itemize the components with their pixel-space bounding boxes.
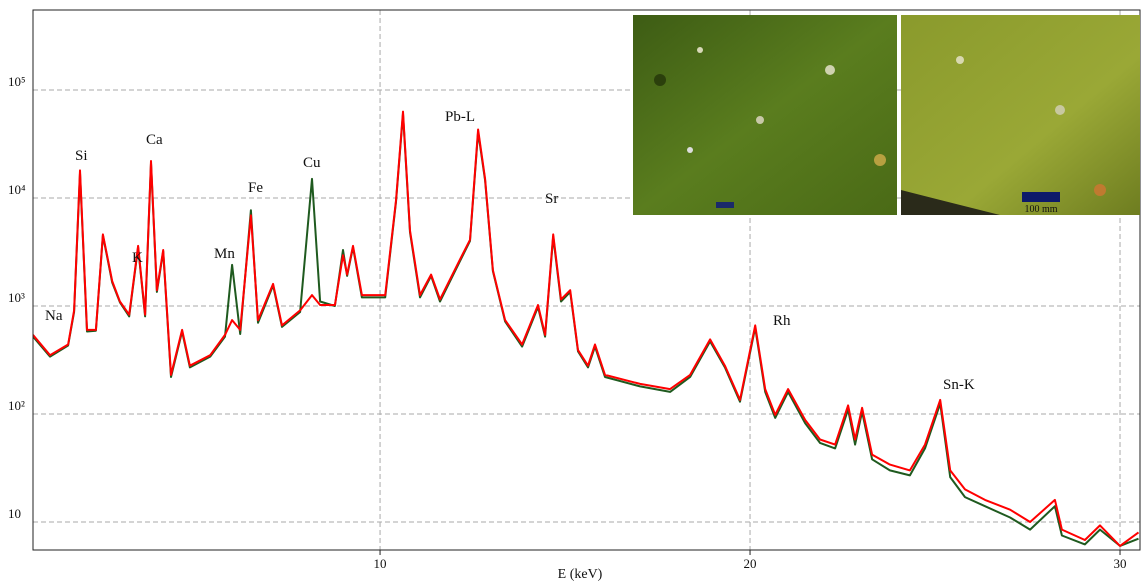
- plot-lines: [33, 110, 1140, 547]
- y-tick-label: 10: [8, 506, 21, 521]
- peak-label: K: [132, 250, 143, 266]
- inset-spot: [687, 147, 693, 153]
- inset-spot: [874, 154, 886, 166]
- y-tick-label: 10⁵: [8, 74, 26, 89]
- peak-label: Si: [75, 148, 88, 164]
- inset-shadow: [901, 190, 1000, 215]
- inset-scale-label: 100 mm: [1024, 204, 1057, 215]
- x-tick-label: 30: [1114, 556, 1127, 571]
- x-axis-label: E (keV): [558, 567, 603, 582]
- x-tick-label: 20: [744, 556, 757, 571]
- inset-spot: [956, 56, 964, 64]
- spectrum-line: [33, 110, 1140, 547]
- y-tick-label: 10⁴: [8, 182, 26, 197]
- x-tick-label: 10: [374, 556, 387, 571]
- inset-spot: [756, 116, 764, 124]
- peak-label: Ca: [146, 132, 163, 148]
- inset-spot: [825, 65, 835, 75]
- y-tick-label: 10²: [8, 398, 25, 413]
- peak-label: Rh: [773, 313, 791, 329]
- inset-image: [633, 15, 897, 215]
- inset-image: [901, 15, 1140, 215]
- inset-spot: [654, 74, 666, 86]
- grid: [33, 10, 1140, 550]
- inset-scale-bar: [716, 202, 734, 208]
- peak-label: Sr: [545, 191, 558, 207]
- inset-spot: [1094, 184, 1106, 196]
- peak-label: Pb-L: [445, 109, 475, 125]
- peak-label: Cu: [303, 155, 321, 171]
- inset-spot: [1055, 105, 1065, 115]
- inset-spot: [697, 47, 703, 53]
- peak-label: Na: [45, 308, 63, 324]
- inset-images: 100 mm: [633, 15, 1140, 215]
- plot-frame: [32, 9, 1141, 551]
- y-tick-label: 10³: [8, 290, 25, 305]
- peak-label: Sn-K: [943, 377, 975, 393]
- peak-label: Mn: [214, 246, 235, 262]
- peak-label: Fe: [248, 180, 263, 196]
- inset-scale-bar: [1022, 192, 1060, 202]
